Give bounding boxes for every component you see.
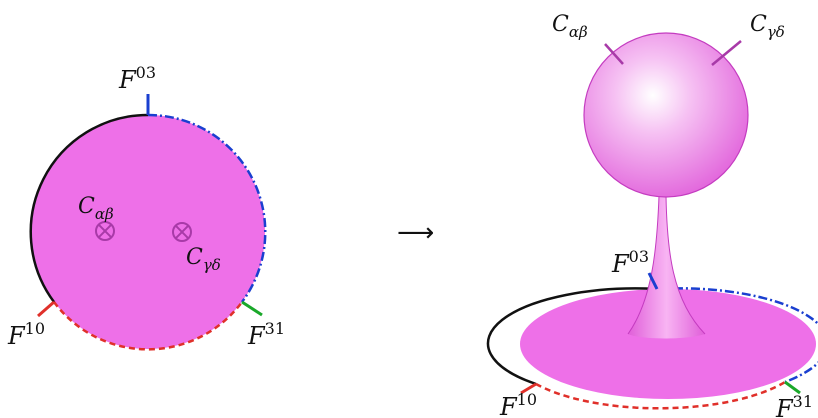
left-label-F31: F31 (247, 319, 285, 350)
right-tick-F31 (784, 380, 801, 395)
left-label-Cab: Cαβ (78, 194, 114, 223)
left-diagram: F03 Cαβ Cγδ F10 F31 (7, 63, 285, 351)
right-disk (520, 289, 816, 399)
right-stem (628, 196, 705, 339)
right-label-F10: F10 (499, 390, 537, 418)
right-label-Cab: Cαβ (552, 12, 588, 41)
right-pointer-Cab (604, 43, 624, 65)
left-tick-F31 (241, 300, 263, 317)
right-boundary-blue (656, 287, 818, 384)
circle-times-icon (95, 221, 115, 241)
transition-arrow: ⟶ (397, 218, 434, 248)
right-diagram: Cαβ Cγδ F03 F10 F31 (486, 12, 818, 418)
right-stem-edge-right (665, 195, 706, 335)
circle-times-icon (172, 222, 192, 242)
right-tick-F03 (647, 272, 659, 290)
right-label-F31: F31 (775, 392, 813, 418)
right-boundary-black (486, 287, 658, 386)
left-boundary-red (52, 301, 244, 351)
right-sphere (583, 32, 749, 198)
left-disk (31, 115, 265, 349)
right-label-F03: F03 (611, 247, 649, 278)
left-boundary-black (29, 113, 149, 303)
left-label-Cgd: Cγδ (186, 245, 221, 274)
right-label-Cgd: Cγδ (750, 12, 785, 41)
right-pointer-Cgd (711, 40, 742, 66)
right-boundary-red (535, 380, 786, 410)
right-stem-edge-left (627, 195, 660, 335)
right-tick-F10 (520, 382, 537, 395)
left-boundary-blue (147, 113, 267, 303)
left-tick-F10 (37, 300, 55, 318)
left-label-F10: F10 (7, 319, 45, 350)
left-label-F03: F03 (118, 63, 156, 94)
